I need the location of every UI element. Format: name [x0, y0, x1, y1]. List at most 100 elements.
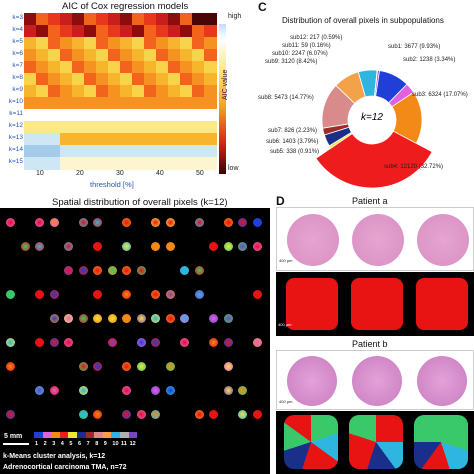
- tma-core: [122, 410, 131, 419]
- heatmap-cell: [72, 73, 85, 86]
- heatmap-cell: [156, 97, 169, 110]
- cluster-color-legend: [34, 432, 138, 440]
- tma-core: [209, 338, 218, 347]
- heatmap-cell: [24, 37, 37, 50]
- heatmap-cell: [156, 109, 169, 122]
- heatmap-cell: [60, 121, 73, 134]
- heatmap-cell: [48, 13, 61, 26]
- heatmap-cell: [192, 25, 205, 38]
- tma-core: [78, 410, 88, 419]
- heatmap-cell: [108, 85, 121, 98]
- tma-core: [64, 242, 73, 251]
- heatmap-cell: [72, 157, 85, 170]
- tma-caption-1: k-Means cluster analysis, k=12: [3, 453, 106, 460]
- tma-core: [122, 242, 131, 251]
- heatmap-cell: [192, 49, 205, 62]
- tma-core: [223, 218, 233, 227]
- patient-b-he-core-1: [287, 356, 337, 406]
- cluster-legend-swatch: [94, 432, 103, 438]
- cluster-legend-number: 2: [43, 441, 47, 447]
- heatmap-cell: [204, 49, 217, 62]
- heatmap-cell: [204, 109, 217, 122]
- heatmap-cell: [96, 49, 109, 62]
- heatmap-cell: [168, 109, 181, 122]
- heatmap-cell: [192, 85, 205, 98]
- tma-core: [165, 242, 175, 251]
- heatmap-cell: [84, 85, 97, 98]
- tma-core: [223, 338, 233, 347]
- tma-core: [151, 410, 160, 419]
- heatmap-cell: [36, 97, 49, 110]
- heatmap-cell: [84, 61, 97, 74]
- heatmap-cell: [204, 73, 217, 86]
- heatmap-cell: [156, 25, 169, 38]
- heatmap-cell: [96, 25, 109, 38]
- heatmap-cell: [108, 109, 121, 122]
- heatmap-cell: [132, 133, 145, 146]
- heatmap-cell: [96, 73, 109, 86]
- heatmap-cell: [144, 145, 157, 158]
- cluster-legend-number: 12: [129, 441, 136, 447]
- heatmap-x-tick: 20: [76, 170, 84, 177]
- cluster-legend-swatch: [42, 432, 52, 438]
- tma-core: [180, 314, 189, 323]
- patient-b-he-core-3: [417, 356, 467, 406]
- heatmap-x-ticks: 10 20 30 40 50: [24, 170, 216, 180]
- cluster-legend-swatch: [59, 432, 69, 438]
- cluster-legend-swatch: [128, 432, 138, 438]
- heatmap-x-tick: 40: [156, 170, 164, 177]
- colorbar-axis-label: AIC value: [222, 69, 229, 100]
- heatmap-cell: [120, 61, 133, 74]
- heatmap-cell: [96, 121, 109, 134]
- tma-core: [238, 242, 247, 251]
- heatmap-cell: [36, 109, 49, 122]
- heatmap-cell: [192, 133, 205, 146]
- tma-core: [6, 290, 15, 299]
- heatmap-cell: [60, 109, 73, 122]
- heatmap-y-tick: k=9: [12, 86, 23, 93]
- heatmap-cell: [96, 61, 109, 74]
- heatmap-cell: [204, 157, 217, 170]
- panel-a-title: AIC of Cox regression models: [62, 1, 189, 12]
- heatmap-cell: [108, 157, 121, 170]
- tma-core: [252, 338, 262, 347]
- heatmap-cell: [144, 13, 157, 26]
- tma-core: [20, 242, 30, 251]
- label-sub12: sub12: 217 (0.59%): [290, 35, 343, 41]
- heatmap-cell: [132, 145, 145, 158]
- aic-heatmap: [24, 13, 217, 170]
- heatmap-cell: [108, 13, 121, 26]
- heatmap-cell: [204, 61, 217, 74]
- tma-core: [151, 218, 160, 227]
- tma-core: [35, 218, 44, 227]
- tma-core: [93, 266, 102, 275]
- tma-core: [151, 290, 160, 299]
- heatmap-cell: [192, 157, 205, 170]
- heatmap-cell: [120, 157, 133, 170]
- cluster-legend-swatch: [77, 432, 86, 438]
- heatmap-cell: [36, 145, 49, 158]
- heatmap-cell: [96, 157, 109, 170]
- tma-core: [238, 386, 247, 395]
- heatmap-cell: [156, 157, 169, 170]
- heatmap-cell: [168, 157, 181, 170]
- patient-b-cluster-core-2: [349, 415, 403, 469]
- heatmap-cell: [144, 85, 157, 98]
- heatmap-cell: [108, 97, 121, 110]
- heatmap-cell: [72, 37, 85, 50]
- heatmap-cell: [132, 85, 145, 98]
- heatmap-cell: [60, 133, 73, 146]
- heatmap-cell: [132, 61, 145, 74]
- tma-core: [252, 290, 262, 299]
- heatmap-cell: [108, 145, 121, 158]
- heatmap-cell: [36, 25, 49, 38]
- aic-colorbar: [219, 24, 226, 174]
- tma-core: [93, 362, 102, 371]
- heatmap-cell: [72, 97, 85, 110]
- tma-core: [93, 314, 102, 323]
- heatmap-cell: [120, 49, 133, 62]
- heatmap-cell: [156, 49, 169, 62]
- heatmap-cell: [36, 121, 49, 134]
- cluster-legend-number: 9: [103, 441, 107, 447]
- tma-core: [122, 362, 131, 371]
